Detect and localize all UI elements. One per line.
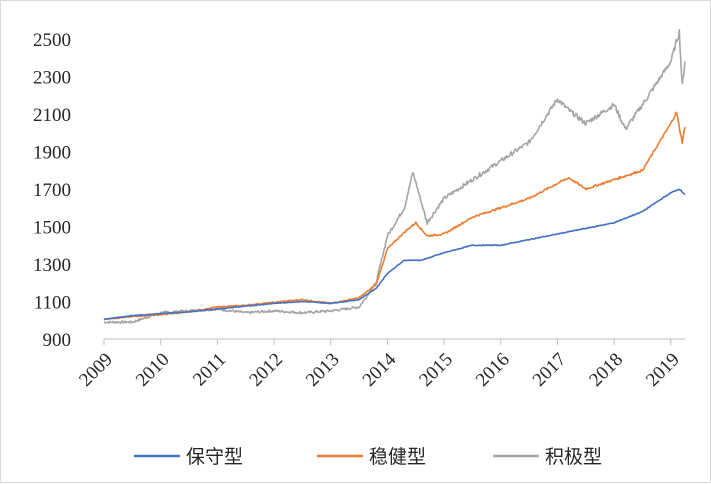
x-tick-label: 2017: [529, 349, 571, 391]
x-tick-label: 2018: [585, 349, 627, 391]
y-axis-labels: 900 1100 1300 1500 1700 1900 2100 2300 2500: [33, 30, 71, 351]
y-tick-label: 900: [43, 330, 72, 351]
y-tick-label: 1300: [33, 255, 71, 276]
legend-label: 保守型: [186, 446, 243, 468]
legend-label: 稳健型: [369, 446, 426, 468]
series-line: [103, 188, 686, 321]
legend: 保守型 稳健型 积极型: [134, 446, 602, 468]
y-tick-label: 2100: [33, 105, 71, 126]
y-tick-label: 1700: [33, 180, 71, 201]
y-tick-label: 1900: [33, 143, 71, 164]
x-tick-label: 2014: [359, 349, 401, 391]
x-tick-label: 2016: [472, 349, 514, 391]
x-tick-label: 2009: [75, 349, 117, 391]
x-tick-label: 2010: [132, 349, 174, 391]
x-tick-label: 2011: [189, 349, 230, 390]
legend-label: 积极型: [545, 446, 602, 468]
x-tick-label: 2019: [642, 349, 684, 391]
y-tick-label: 2500: [33, 30, 71, 51]
series-lines: [103, 28, 686, 324]
y-tick-label: 1100: [34, 293, 71, 314]
x-tick-label: 2013: [302, 349, 344, 391]
x-tick-label: 2015: [415, 349, 457, 391]
series-line: [103, 111, 686, 321]
series-line: [103, 28, 686, 324]
y-tick-label: 2300: [33, 68, 71, 89]
x-tick-label: 2012: [245, 349, 287, 391]
y-tick-label: 1500: [33, 218, 71, 239]
x-axis: 2009 2010 2011 2012 2013 2014 2015 2016 2017 2018…: [75, 338, 685, 391]
